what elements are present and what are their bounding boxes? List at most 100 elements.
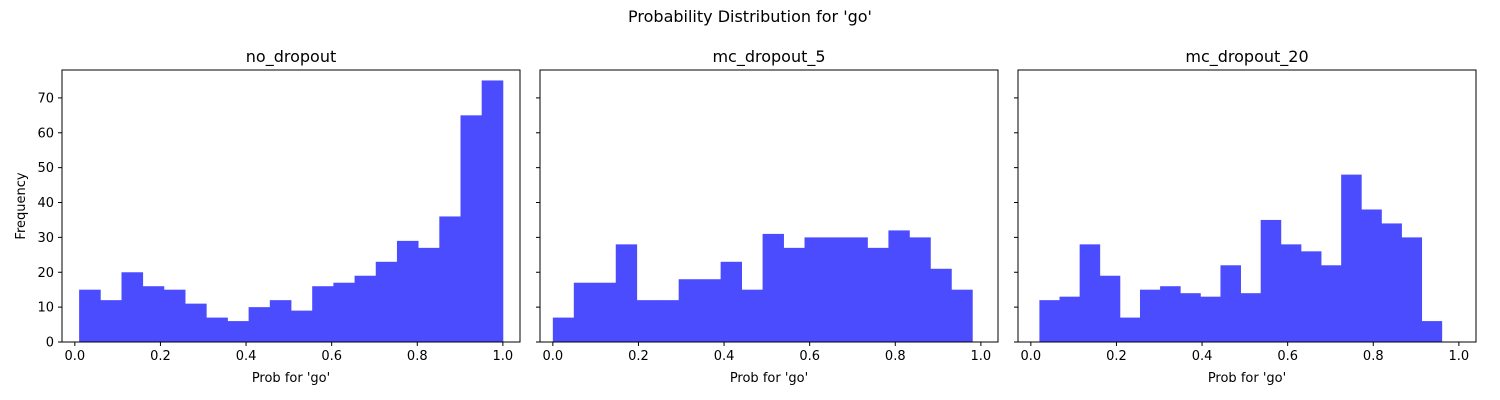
histogram-bar (312, 286, 334, 342)
histogram-bar (248, 307, 271, 342)
histogram-bar (1099, 275, 1121, 342)
x-tick-label: 0.6 (321, 349, 342, 364)
y-tick-label: 10 (37, 301, 54, 316)
y-tick-label: 40 (37, 196, 54, 211)
histogram-bar (783, 247, 805, 342)
histogram-bar (227, 321, 250, 342)
y-tick-label: 20 (37, 266, 54, 281)
histogram-bar (1059, 296, 1081, 342)
histogram-bar (333, 282, 355, 342)
histogram-bar (636, 300, 659, 342)
histogram-bar (741, 289, 763, 342)
x-tick-label: 0.0 (64, 349, 85, 364)
histogram-bar (762, 233, 784, 342)
histogram-bar (1039, 300, 1060, 342)
histogram-bar (1280, 244, 1302, 342)
histogram-bar (79, 289, 101, 342)
histogram-bar (1341, 174, 1362, 342)
x-tick-label: 0.4 (1192, 349, 1213, 364)
histogram-bar (552, 317, 575, 342)
histogram-bar (888, 230, 910, 342)
histogram-bar (185, 303, 207, 342)
histogram-bar (121, 272, 144, 342)
histogram-bar (269, 300, 292, 342)
x-tick-label: 0.0 (542, 349, 563, 364)
x-tick-label: 0.8 (407, 349, 428, 364)
x-tick-label: 0.0 (1020, 349, 1041, 364)
histogram-bar (825, 237, 847, 342)
y-tick-label: 30 (37, 231, 54, 246)
panel-title: no_dropout (246, 47, 336, 67)
histogram-bar (909, 237, 931, 342)
histogram-bar (1300, 251, 1322, 342)
x-tick-label: 0.6 (799, 349, 820, 364)
histogram-bar (930, 268, 952, 342)
histogram-bar (460, 115, 483, 342)
x-axis-label: Prob for 'go' (730, 371, 808, 386)
histogram-bar (846, 237, 868, 342)
panel-3: 0.0 0.2 0.4 0.6 0.8 1.0 mc_dropout_20 Prob for … (1014, 47, 1477, 386)
x-axis-label: Prob for 'go' (1208, 371, 1286, 386)
histogram-bar (804, 237, 826, 342)
histogram-bar (1079, 244, 1101, 342)
panel-title: mc_dropout_5 (712, 47, 825, 67)
histogram-bar (1361, 209, 1382, 342)
histogram-bar (481, 80, 504, 343)
histogram-bar (1160, 286, 1181, 342)
histogram-bar (951, 289, 973, 342)
y-tick-label: 70 (37, 91, 54, 106)
histogram-bar (163, 289, 186, 342)
histogram-bar (1260, 219, 1282, 342)
histogram-bar (206, 317, 228, 342)
histogram-bar (1139, 289, 1161, 342)
histogram-bar (1240, 293, 1262, 342)
histogram-bar (142, 286, 165, 342)
x-tick-label: 0.2 (628, 349, 649, 364)
y-axis-label: Frequency (14, 172, 29, 239)
histogram-bar (354, 275, 377, 342)
x-tick-label: 0.6 (1277, 349, 1298, 364)
panel-1: 0.0 0.2 0.4 0.6 0.8 1.0 0 10 20 30 40 50 60 70 no_drop… (14, 47, 521, 386)
x-tick-label: 0.2 (150, 349, 171, 364)
panel-2: 0.0 0.2 0.4 0.6 0.8 1.0 mc_dropout_5 Prob for '… (536, 47, 999, 386)
histogram-bar (396, 240, 419, 342)
x-tick-label: 1.0 (1449, 349, 1470, 364)
x-tick-label: 1.0 (971, 349, 992, 364)
y-tick-label: 50 (37, 161, 54, 176)
histogram-bar (418, 247, 440, 342)
histogram-bar (594, 282, 617, 342)
histogram-bar (867, 247, 889, 342)
x-tick-label: 0.4 (714, 349, 735, 364)
x-tick-label: 0.4 (236, 349, 257, 364)
histogram-bar (1381, 223, 1402, 342)
x-tick-label: 0.8 (1363, 349, 1384, 364)
histogram-bar (615, 244, 638, 342)
histogram-bar (1421, 321, 1443, 342)
histogram-bar (1200, 296, 1221, 342)
panel-title: mc_dropout_20 (1185, 47, 1308, 67)
axes-frame (1017, 69, 1477, 343)
x-axis-label: Prob for 'go' (252, 371, 330, 386)
histogram-bar (1119, 317, 1141, 342)
histogram-bar (1220, 265, 1241, 342)
histogram-bar (699, 279, 722, 342)
y-tick-label: 0 (46, 336, 54, 351)
figure-suptitle: Probability Distribution for 'go' (628, 7, 872, 26)
axes-frame (539, 69, 999, 343)
axes-frame (61, 69, 521, 343)
x-tick-label: 0.2 (1106, 349, 1127, 364)
histogram-bar (1401, 237, 1423, 342)
histogram-bar (678, 279, 701, 342)
histogram-bar (100, 300, 122, 342)
y-tick-label: 60 (37, 126, 54, 141)
histogram-bar (720, 261, 742, 342)
x-tick-label: 1.0 (493, 349, 514, 364)
histogram-bar (1321, 265, 1342, 342)
histogram-bar (439, 216, 461, 342)
histogram-bar (657, 300, 680, 342)
histogram-bar (573, 282, 596, 342)
histogram-bar (375, 261, 398, 342)
histogram-bar (291, 310, 313, 342)
x-tick-label: 0.8 (885, 349, 906, 364)
